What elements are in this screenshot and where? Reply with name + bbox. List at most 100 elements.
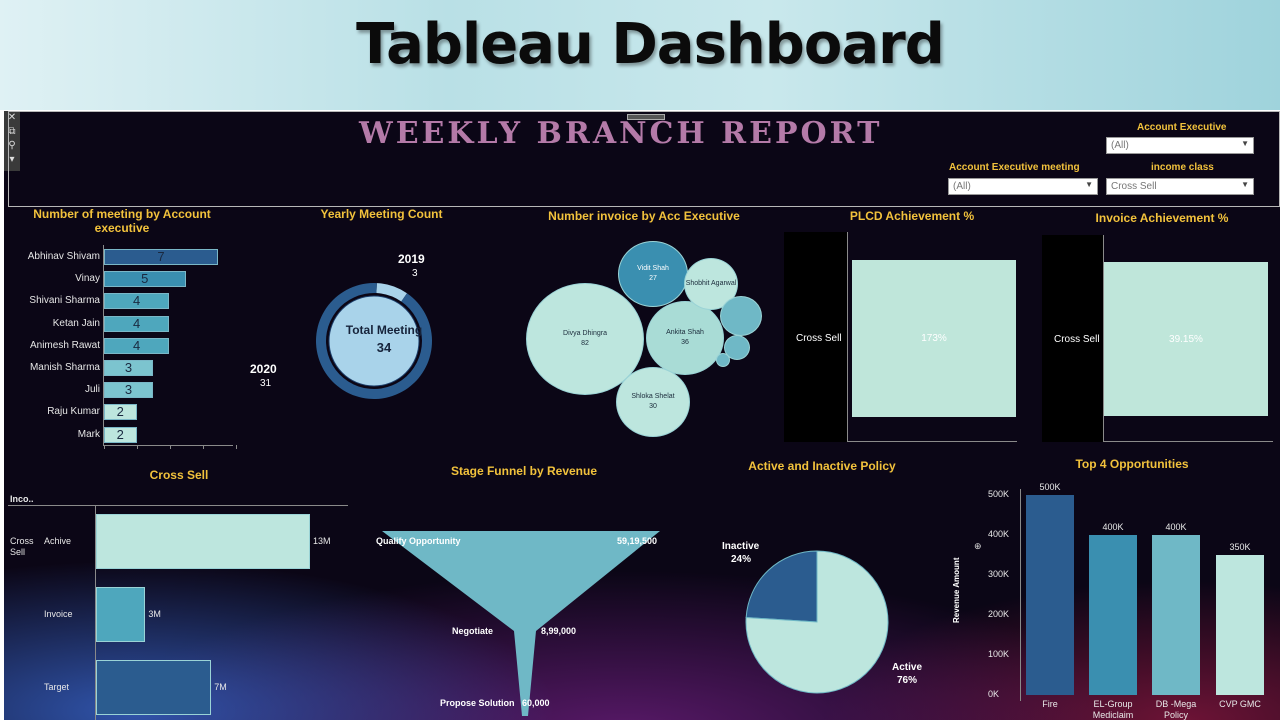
bubble-vidit-shah[interactable]: Vidit Shah 27 xyxy=(618,241,688,307)
cross-sell-column-header: Inco.. xyxy=(10,494,34,504)
top4-bar-category: DB -Mega Policy xyxy=(1155,699,1197,720)
pin-icon[interactable]: ⊕ xyxy=(974,541,982,551)
funnel-stage-2-value: 8,99,000 xyxy=(541,626,577,636)
invoice-ach-value: 39.15% xyxy=(1169,333,1203,345)
plcd-row-header xyxy=(784,232,848,442)
policy-title: Active and Inactive Policy xyxy=(748,459,896,473)
cross-sell-header-line xyxy=(8,505,348,506)
active-label: Active xyxy=(892,662,923,673)
header-container: WEEKLY BRANCH REPORT Account Executive (… xyxy=(8,111,1280,207)
meeting-bar[interactable] xyxy=(104,293,170,310)
policy-slice-inactive[interactable] xyxy=(745,550,818,623)
policy-slice-active[interactable] xyxy=(745,550,889,694)
top4-bar[interactable] xyxy=(1089,535,1137,695)
popout-icon[interactable]: ⧉ xyxy=(8,126,16,137)
bubble-small-3[interactable] xyxy=(716,353,730,367)
bubble-shloka-shelat[interactable]: Shloka Shelat 30 xyxy=(616,367,690,437)
donut-center xyxy=(328,295,420,387)
top4-bar-value: 500K xyxy=(1039,482,1061,492)
meeting-bar-label: Manish Sharma xyxy=(29,362,100,373)
donut-slice-2019[interactable] xyxy=(376,283,407,302)
cross-sell-bar[interactable] xyxy=(96,514,310,569)
invoice-achievement-title: Invoice Achievement % xyxy=(1095,211,1229,225)
cross-sell-bar[interactable] xyxy=(96,587,146,642)
plcd-row-label: Cross Sell xyxy=(796,333,842,344)
account-executive-filter-label: Account Executive xyxy=(1137,122,1227,133)
yearly-meeting-title: Yearly Meeting Count xyxy=(320,207,443,221)
meeting-bar[interactable] xyxy=(104,382,153,399)
top4-y-tick: 0K xyxy=(988,689,1000,699)
meeting-bar-label: Abhinav Shivam xyxy=(27,251,100,262)
funnel-title: Stage Funnel by Revenue xyxy=(450,464,598,478)
bubble-name: Shloka Shelat xyxy=(631,393,675,400)
top4-axis-line xyxy=(1020,489,1021,701)
income-class-filter[interactable]: Cross Sell ▼ xyxy=(1106,178,1254,195)
cross-sell-bar[interactable] xyxy=(96,660,212,715)
revenue-funnel[interactable] xyxy=(376,531,666,720)
chevron-down-icon: ▼ xyxy=(1241,180,1249,189)
top4-bar-value: 400K xyxy=(1165,522,1187,532)
invoice-ach-row-header xyxy=(1042,235,1104,442)
cross-sell-title: Cross Sell xyxy=(149,468,209,482)
meeting-bar-value: 7 xyxy=(157,249,165,264)
plcd-value-box[interactable]: 173% xyxy=(852,260,1016,417)
meeting-bar-label: Animesh Rawat xyxy=(29,339,100,351)
top4-y-tick: 200K xyxy=(988,609,1010,619)
meetings-y-axis xyxy=(103,245,104,445)
bubble-value: 82 xyxy=(581,340,589,347)
meeting-bar[interactable] xyxy=(104,249,219,265)
bubble-divya-dhingra[interactable]: Divya Dhingra 82 xyxy=(526,283,644,395)
meeting-bar-label: Vinay xyxy=(75,273,100,285)
bubble-name: Divya Dhingra xyxy=(563,330,607,337)
plcd-axis xyxy=(847,232,848,442)
top4-bar-value: 400K xyxy=(1102,522,1124,532)
report-title: WEEKLY BRANCH REPORT xyxy=(359,116,883,151)
top4-bar-category: Fire xyxy=(1042,699,1058,709)
meeting-bar[interactable] xyxy=(104,404,137,421)
invoice-ach-value-box[interactable]: 39.15% xyxy=(1104,262,1268,416)
meetings-x-tick xyxy=(236,445,237,449)
bubble-small-1[interactable] xyxy=(720,296,762,336)
more-options-icon[interactable]: ▾ xyxy=(9,154,15,165)
plcd-value: 173% xyxy=(921,333,947,344)
top4-bar[interactable] xyxy=(1216,555,1264,695)
cross-sell-axis xyxy=(95,505,96,720)
meeting-bar-label: Shivani Sharma xyxy=(29,295,100,307)
top4-y-tick: 500K xyxy=(988,489,1010,499)
filter-icon[interactable]: ⚲ xyxy=(8,140,16,151)
meetings-x-axis xyxy=(103,445,233,446)
banner-title: Tableau Dashboard xyxy=(356,12,945,77)
meeting-bar[interactable] xyxy=(104,337,170,354)
meeting-bar[interactable] xyxy=(104,271,186,288)
top4-y-tick: 400K xyxy=(988,529,1010,539)
meeting-bar[interactable] xyxy=(104,360,153,376)
meeting-bar[interactable] xyxy=(104,315,170,332)
bubble-ankita-shah[interactable]: Ankita Shah 36 xyxy=(646,301,724,375)
top4-bar[interactable] xyxy=(1152,535,1200,695)
drag-handle-icon[interactable] xyxy=(627,114,665,120)
top4-y-axis-label: Revenue Amount xyxy=(952,558,961,624)
bubble-name: Ankita Shah xyxy=(666,329,704,336)
cross-sell-row-label: Invoice xyxy=(44,608,73,619)
top4-bar[interactable] xyxy=(1026,495,1074,695)
funnel-stage-1-name: Qualify Opportunity xyxy=(376,536,461,546)
funnel-stage-1-value: 59,19,500 xyxy=(617,536,658,546)
invoice-ach-row-label: Cross Sell xyxy=(1054,334,1100,345)
invoice-ach-axis xyxy=(1103,235,1104,442)
account-executive-meeting-filter-label: Account Executive meeting xyxy=(949,162,1080,173)
funnel-stage-2-name: Negotiate xyxy=(452,626,494,636)
active-pct: 76% xyxy=(897,675,918,686)
close-icon[interactable]: ✕ xyxy=(7,112,17,123)
tableau-dashboard: ✕ ⧉ ⚲ ▾ WEEKLY BRANCH REPORT Account Exe… xyxy=(4,111,1280,720)
account-executive-filter[interactable]: (All) ▼ xyxy=(1106,137,1254,154)
funnel-stage-3-value: 60,000 xyxy=(522,698,550,708)
meeting-bar[interactable] xyxy=(104,426,137,443)
cross-sell-bar-value: 3M xyxy=(148,608,161,619)
policy-pie-chart[interactable] xyxy=(744,549,890,695)
bubble-value: 27 xyxy=(649,275,657,282)
meeting-bar-value: 3 xyxy=(124,360,133,375)
account-executive-meeting-filter[interactable]: (All) ▼ xyxy=(948,178,1098,195)
top4-y-tick: 100K xyxy=(988,649,1010,659)
meeting-bar-value: 4 xyxy=(132,315,141,331)
meetings-chart-title: Number of meeting by Account executive xyxy=(33,207,211,235)
